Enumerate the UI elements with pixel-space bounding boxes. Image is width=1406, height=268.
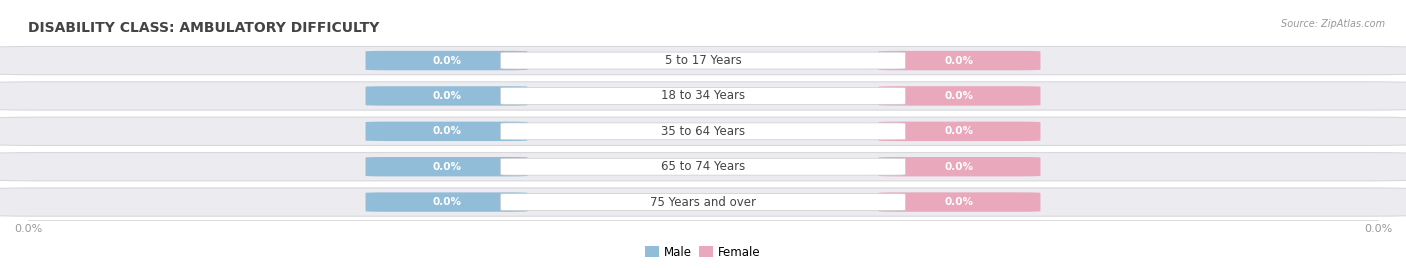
Text: 0.0%: 0.0% [432,197,461,207]
FancyBboxPatch shape [501,158,905,175]
Text: 0.0%: 0.0% [945,91,974,101]
FancyBboxPatch shape [879,192,1040,212]
Text: 18 to 34 Years: 18 to 34 Years [661,90,745,102]
FancyBboxPatch shape [366,51,527,70]
FancyBboxPatch shape [0,188,1406,216]
Text: 0.0%: 0.0% [432,55,461,66]
Text: 5 to 17 Years: 5 to 17 Years [665,54,741,67]
FancyBboxPatch shape [501,52,905,69]
FancyBboxPatch shape [366,86,527,106]
Text: 0.0%: 0.0% [945,126,974,136]
FancyBboxPatch shape [366,192,527,212]
FancyBboxPatch shape [501,123,905,140]
FancyBboxPatch shape [0,46,1406,75]
FancyBboxPatch shape [879,86,1040,106]
Text: Source: ZipAtlas.com: Source: ZipAtlas.com [1281,19,1385,29]
FancyBboxPatch shape [879,51,1040,70]
FancyBboxPatch shape [366,122,527,141]
FancyBboxPatch shape [501,194,905,210]
Text: 35 to 64 Years: 35 to 64 Years [661,125,745,138]
Text: 0.0%: 0.0% [945,55,974,66]
FancyBboxPatch shape [501,88,905,104]
Text: 75 Years and over: 75 Years and over [650,196,756,209]
Text: DISABILITY CLASS: AMBULATORY DIFFICULTY: DISABILITY CLASS: AMBULATORY DIFFICULTY [28,21,380,35]
FancyBboxPatch shape [879,157,1040,176]
Text: 0.0%: 0.0% [432,162,461,172]
FancyBboxPatch shape [0,117,1406,146]
Text: 0.0%: 0.0% [432,91,461,101]
Text: 0.0%: 0.0% [945,162,974,172]
FancyBboxPatch shape [366,157,527,176]
FancyBboxPatch shape [0,152,1406,181]
FancyBboxPatch shape [879,122,1040,141]
Text: 0.0%: 0.0% [432,126,461,136]
Legend: Male, Female: Male, Female [641,241,765,263]
Text: 65 to 74 Years: 65 to 74 Years [661,160,745,173]
Text: 0.0%: 0.0% [945,197,974,207]
FancyBboxPatch shape [0,82,1406,110]
